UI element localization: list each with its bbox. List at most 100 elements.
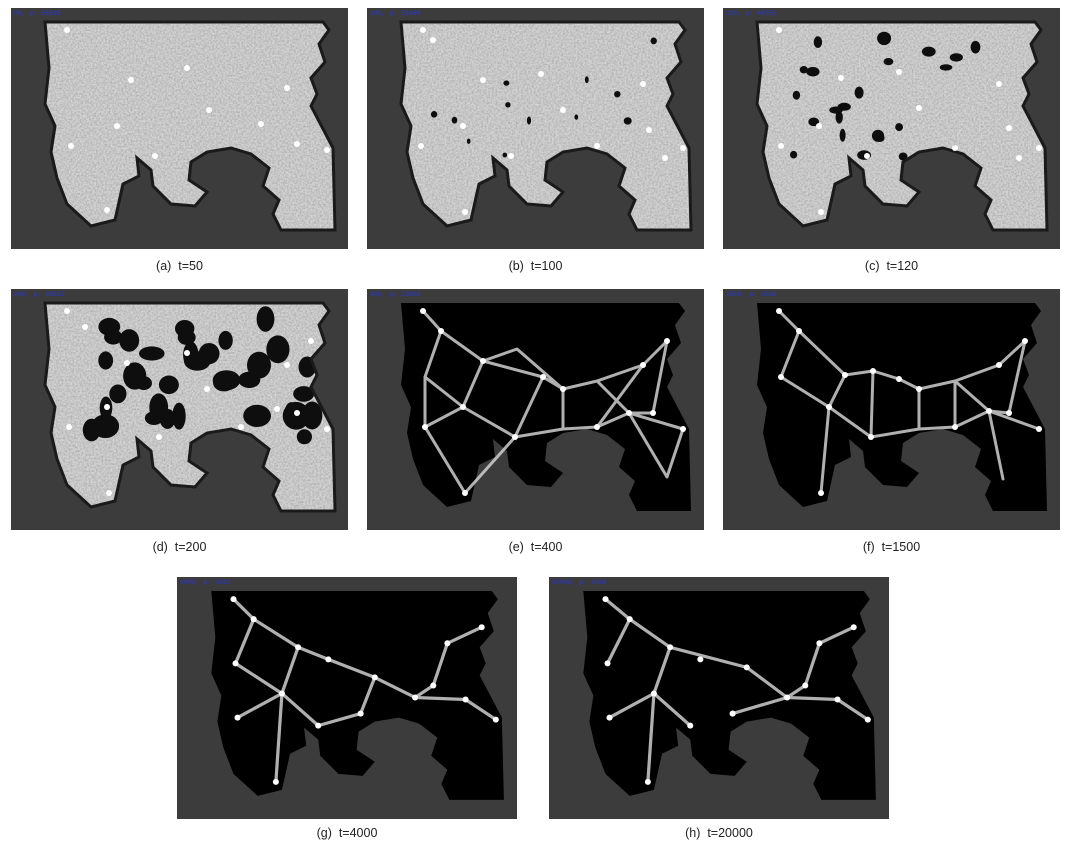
- simulation-image: [399, 20, 693, 232]
- food-source-node: [104, 404, 110, 410]
- food-source-node: [104, 207, 110, 213]
- food-source-node: [604, 660, 611, 667]
- void-hole: [877, 31, 892, 46]
- panel-hud-text: 20000, p: 2306: [552, 579, 607, 586]
- void-hole: [109, 384, 127, 404]
- food-source-node: [870, 368, 876, 374]
- food-source-node: [422, 424, 428, 430]
- food-source-node: [444, 640, 451, 647]
- void-hole: [158, 375, 179, 395]
- void-hole: [875, 133, 885, 142]
- food-source-node: [420, 27, 426, 33]
- food-source-node: [826, 404, 832, 410]
- food-source-node: [996, 81, 1002, 87]
- food-source-node: [776, 27, 782, 33]
- void-hole: [574, 114, 579, 120]
- food-source-node: [206, 107, 212, 113]
- food-source-node: [284, 85, 290, 91]
- food-source-node: [438, 328, 444, 334]
- void-hole: [296, 429, 312, 445]
- food-source-node: [1006, 410, 1012, 416]
- food-source-node: [124, 360, 130, 366]
- food-source-node: [916, 105, 922, 111]
- food-source-node: [626, 410, 632, 416]
- simulation-image: [755, 20, 1049, 232]
- food-source-node: [508, 153, 514, 159]
- void-hole: [502, 152, 508, 158]
- food-source-node: [650, 410, 656, 416]
- domain-rim: [43, 301, 337, 513]
- food-source-node: [680, 145, 686, 151]
- food-source-node: [315, 722, 322, 729]
- food-source-node: [606, 714, 613, 721]
- simulation-panel-d: 200, p: 35622: [11, 289, 348, 530]
- void-hole: [939, 64, 953, 71]
- food-source-node: [640, 362, 646, 368]
- food-source-node: [646, 127, 652, 133]
- simulation-image: [757, 303, 1047, 511]
- void-hole: [808, 117, 820, 127]
- food-source-node: [82, 324, 88, 330]
- simulation-panel-a: 50, p: 65518: [11, 8, 348, 249]
- food-source-node: [816, 640, 823, 647]
- food-source-node: [492, 716, 499, 723]
- panel-hud-text: 400, p: 12665: [370, 291, 421, 298]
- food-source-node: [687, 722, 694, 729]
- void-hole: [650, 37, 657, 45]
- food-source-node: [412, 694, 419, 701]
- food-source-node: [460, 404, 466, 410]
- simulation-panel-c: 120, p: 48750: [723, 8, 1060, 249]
- food-source-node: [896, 69, 902, 75]
- void-hole: [806, 66, 820, 77]
- food-source-node: [986, 408, 992, 414]
- food-source-node: [838, 75, 844, 81]
- food-source-node: [250, 616, 257, 623]
- food-source-node: [114, 123, 120, 129]
- food-source-node: [325, 656, 332, 663]
- food-source-node: [602, 596, 609, 603]
- food-source-node: [778, 143, 784, 149]
- food-source-node: [796, 328, 802, 334]
- void-hole: [505, 102, 511, 108]
- void-hole: [172, 402, 186, 430]
- food-source-node: [776, 308, 782, 314]
- food-source-node: [462, 209, 468, 215]
- food-source-node: [478, 624, 485, 631]
- food-source-node: [462, 490, 468, 496]
- food-source-node: [156, 434, 162, 440]
- food-source-node: [864, 716, 871, 723]
- food-source-node: [816, 123, 822, 129]
- food-source-node: [560, 107, 566, 113]
- caption-d: (d) t=200: [152, 540, 207, 554]
- food-source-node: [294, 410, 300, 416]
- food-source-node: [128, 77, 134, 83]
- caption-a: (a) t=50: [156, 259, 203, 273]
- void-hole: [123, 362, 147, 390]
- void-hole: [792, 90, 801, 100]
- food-source-node: [460, 123, 466, 129]
- food-source-node: [184, 350, 190, 356]
- void-hole: [623, 117, 632, 125]
- food-source-node: [1036, 426, 1042, 432]
- void-hole: [149, 393, 169, 421]
- void-hole: [799, 66, 808, 74]
- food-source-node: [697, 656, 704, 663]
- void-hole: [883, 58, 894, 66]
- food-source-node: [272, 778, 279, 785]
- caption-h: (h) t=20000: [685, 826, 753, 840]
- void-hole: [895, 123, 903, 132]
- food-source-node: [667, 644, 674, 651]
- void-hole: [256, 306, 275, 332]
- food-source-node: [952, 424, 958, 430]
- panel-hud-text: 50, p: 65518: [14, 10, 61, 17]
- simulation-image: [401, 303, 691, 511]
- void-hole: [584, 76, 589, 84]
- void-hole: [466, 138, 471, 144]
- domain-shape: [583, 591, 876, 800]
- domain-shape: [211, 591, 504, 800]
- void-hole: [284, 402, 299, 421]
- food-source-node: [594, 143, 600, 149]
- void-hole: [293, 386, 315, 402]
- panel-hud-text: 1500, p: 3516: [726, 291, 777, 298]
- domain-rim: [399, 20, 693, 232]
